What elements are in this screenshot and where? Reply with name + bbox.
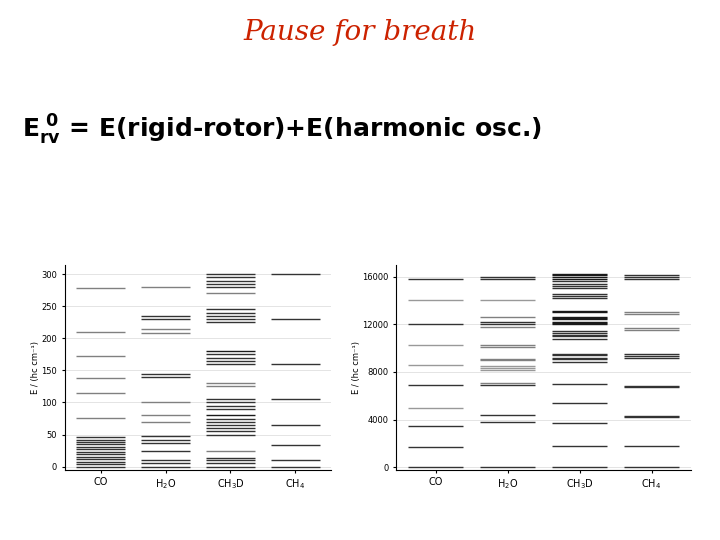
Y-axis label: E / (hc cm⁻¹): E / (hc cm⁻¹) bbox=[31, 341, 40, 394]
Y-axis label: E / (hc cm⁻¹): E / (hc cm⁻¹) bbox=[351, 341, 361, 394]
Text: Pause for breath: Pause for breath bbox=[243, 19, 477, 46]
Text: $\mathbf{E_{rv}^{\ 0}}$ = E(rigid-rotor)+E(harmonic osc.): $\mathbf{E_{rv}^{\ 0}}$ = E(rigid-rotor)… bbox=[22, 112, 541, 147]
